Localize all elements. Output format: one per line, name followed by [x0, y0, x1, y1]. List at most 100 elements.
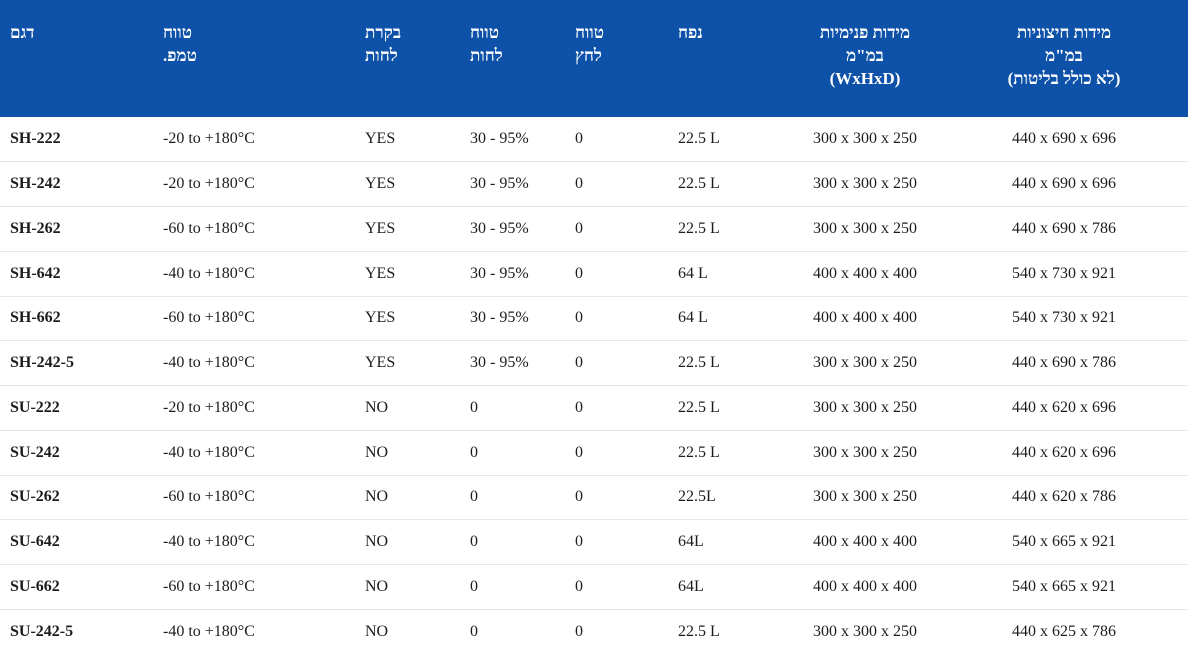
cell-humidity_control: NO — [355, 608, 460, 654]
cell-volume: 22.5 L — [668, 206, 790, 252]
cell-internal_dims: 300 x 300 x 250 — [790, 161, 940, 207]
cell-temp_range: -40 to +180°C — [153, 429, 355, 475]
cell-model: SU-242 — [0, 429, 153, 475]
column-header-humidity_range: טווח לחות — [470, 23, 503, 65]
cell-external_dims: 440 x 690 x 696 — [940, 161, 1188, 207]
cell-temp_range: -40 to +180°C — [153, 250, 355, 296]
cell-volume: 64L — [668, 564, 790, 610]
cell-internal_dims: 300 x 300 x 250 — [790, 429, 940, 475]
table-header: דגם טווח טמפ. בקרת לחות טווח לחות טווח לחץ נפ… — [0, 0, 1188, 117]
cell-volume: 22.5 L — [668, 340, 790, 386]
cell-humidity_control: YES — [355, 161, 460, 207]
cell-pressure_range: 0 — [565, 564, 668, 610]
table-row-SU-242-5: SU-242-5 -40 to +180°C NO 0 0 22.5 L 300 x 300… — [0, 608, 1188, 654]
cell-temp_range: -60 to +180°C — [153, 206, 355, 252]
cell-internal_dims: 300 x 300 x 250 — [790, 385, 940, 431]
cell-pressure_range: 0 — [565, 385, 668, 431]
column-header-pressure_range: טווח לחץ — [575, 23, 605, 65]
cell-pressure_range: 0 — [565, 429, 668, 475]
cell-internal_dims: 300 x 300 x 250 — [790, 206, 940, 252]
cell-volume: 22.5 L — [668, 608, 790, 654]
cell-humidity_control: YES — [355, 295, 460, 341]
cell-temp_range: -20 to +180°C — [153, 161, 355, 207]
cell-temp_range: -60 to +180°C — [153, 474, 355, 520]
cell-external_dims: 440 x 620 x 696 — [940, 429, 1188, 475]
cell-external_dims: 440 x 620 x 696 — [940, 385, 1188, 431]
cell-temp_range: -40 to +180°C — [153, 519, 355, 565]
cell-humidity_control: NO — [355, 564, 460, 610]
table-row-SH-222: SH-222 -20 to +180°C YES 30 - 95% 0 22.5 L 300… — [0, 117, 1188, 162]
column-header-model: דגם — [10, 23, 35, 42]
column-header-internal_dims: מידות פנימיות במ"מ (WxHxD) — [819, 23, 911, 88]
cell-temp_range: -40 to +180°C — [153, 608, 355, 654]
table-body: SH-222 -20 to +180°C YES 30 - 95% 0 22.5 L 300… — [0, 117, 1188, 654]
cell-external_dims: 440 x 690 x 786 — [940, 340, 1188, 386]
column-header-temp_range: טווח טמפ. — [163, 23, 197, 65]
cell-model: SH-242-5 — [0, 340, 153, 386]
cell-internal_dims: 300 x 300 x 250 — [790, 340, 940, 386]
table-row-SU-642: SU-642 -40 to +180°C NO 0 0 64L 400 x 400 x 40… — [0, 519, 1188, 565]
cell-external_dims: 540 x 665 x 921 — [940, 564, 1188, 610]
cell-internal_dims: 400 x 400 x 400 — [790, 250, 940, 296]
table-row-SH-642: SH-642 -40 to +180°C YES 30 - 95% 0 64 L 400 x… — [0, 250, 1188, 296]
table-row-SU-262: SU-262 -60 to +180°C NO 0 0 22.5L 300 x 300 x … — [0, 474, 1188, 520]
cell-internal_dims: 400 x 400 x 400 — [790, 295, 940, 341]
table-row-SH-262: SH-262 -60 to +180°C YES 30 - 95% 0 22.5 L 300… — [0, 206, 1188, 252]
cell-pressure_range: 0 — [565, 340, 668, 386]
cell-model: SU-662 — [0, 564, 153, 610]
cell-model: SH-222 — [10, 130, 61, 148]
cell-humidity_control: NO — [355, 385, 460, 431]
cell-temp_range: -60 to +180°C — [153, 564, 355, 610]
column-header-volume: נפח — [678, 23, 703, 42]
cell-volume: 22.5L — [668, 474, 790, 520]
cell-humidity_range: 30 - 95% — [460, 161, 565, 207]
cell-external_dims: 440 x 625 x 786 — [940, 608, 1188, 654]
cell-temp_range: -40 to +180°C — [153, 340, 355, 386]
table-row-SH-662: SH-662 -60 to +180°C YES 30 - 95% 0 64 L 400 x… — [0, 295, 1188, 341]
cell-external_dims: 440 x 620 x 786 — [940, 474, 1188, 520]
cell-external_dims: 440 x 690 x 786 — [940, 206, 1188, 252]
cell-pressure_range: 0 — [565, 206, 668, 252]
cell-model: SH-662 — [0, 295, 153, 341]
cell-humidity_range: 30 - 95% — [460, 340, 565, 386]
cell-pressure_range: 0 — [565, 295, 668, 341]
cell-model: SU-222 — [0, 385, 153, 431]
table-row-SU-242: SU-242 -40 to +180°C NO 0 0 22.5 L 300 x 300 x… — [0, 429, 1188, 475]
table-header-row: דגם טווח טמפ. בקרת לחות טווח לחות טווח לחץ נפ… — [0, 0, 1188, 117]
cell-model: SH-262 — [0, 206, 153, 252]
cell-external_dims: 540 x 730 x 921 — [940, 250, 1188, 296]
cell-pressure_range: 0 — [565, 474, 668, 520]
cell-model: SU-642 — [0, 519, 153, 565]
cell-temp_range: -20 to +180°C — [153, 385, 355, 431]
cell-humidity_control: NO — [355, 519, 460, 565]
cell-pressure_range: 0 — [565, 519, 668, 565]
cell-internal_dims: 400 x 400 x 400 — [790, 564, 940, 610]
cell-pressure_range: 0 — [565, 161, 668, 207]
cell-humidity_control: YES — [365, 130, 396, 148]
cell-humidity_control: YES — [355, 340, 460, 386]
cell-humidity_range: 30 - 95% — [460, 250, 565, 296]
cell-volume: 22.5 L — [668, 385, 790, 431]
cell-internal_dims: 300 x 300 x 250 — [790, 474, 940, 520]
cell-humidity_range: 0 — [460, 564, 565, 610]
cell-pressure_range: 0 — [575, 130, 583, 148]
table-row-SU-662: SU-662 -60 to +180°C NO 0 0 64L 400 x 400 x 40… — [0, 564, 1188, 610]
table-row-SU-222: SU-222 -20 to +180°C NO 0 0 22.5 L 300 x 300 x… — [0, 385, 1188, 431]
cell-volume: 22.5 L — [678, 130, 720, 148]
cell-internal_dims: 300 x 300 x 250 — [813, 130, 917, 148]
cell-humidity_range: 30 - 95% — [460, 206, 565, 252]
cell-external_dims: 540 x 665 x 921 — [940, 519, 1188, 565]
cell-model: SH-242 — [0, 161, 153, 207]
cell-volume: 22.5 L — [668, 161, 790, 207]
cell-humidity_control: YES — [355, 250, 460, 296]
cell-volume: 64 L — [668, 250, 790, 296]
cell-pressure_range: 0 — [565, 608, 668, 654]
cell-temp_range: -20 to +180°C — [163, 130, 255, 148]
cell-volume: 64 L — [668, 295, 790, 341]
cell-humidity_range: 0 — [460, 608, 565, 654]
column-header-humidity_control: בקרת לחות — [365, 23, 402, 65]
cell-humidity_control: YES — [355, 206, 460, 252]
cell-humidity_range: 0 — [460, 474, 565, 520]
cell-pressure_range: 0 — [565, 250, 668, 296]
